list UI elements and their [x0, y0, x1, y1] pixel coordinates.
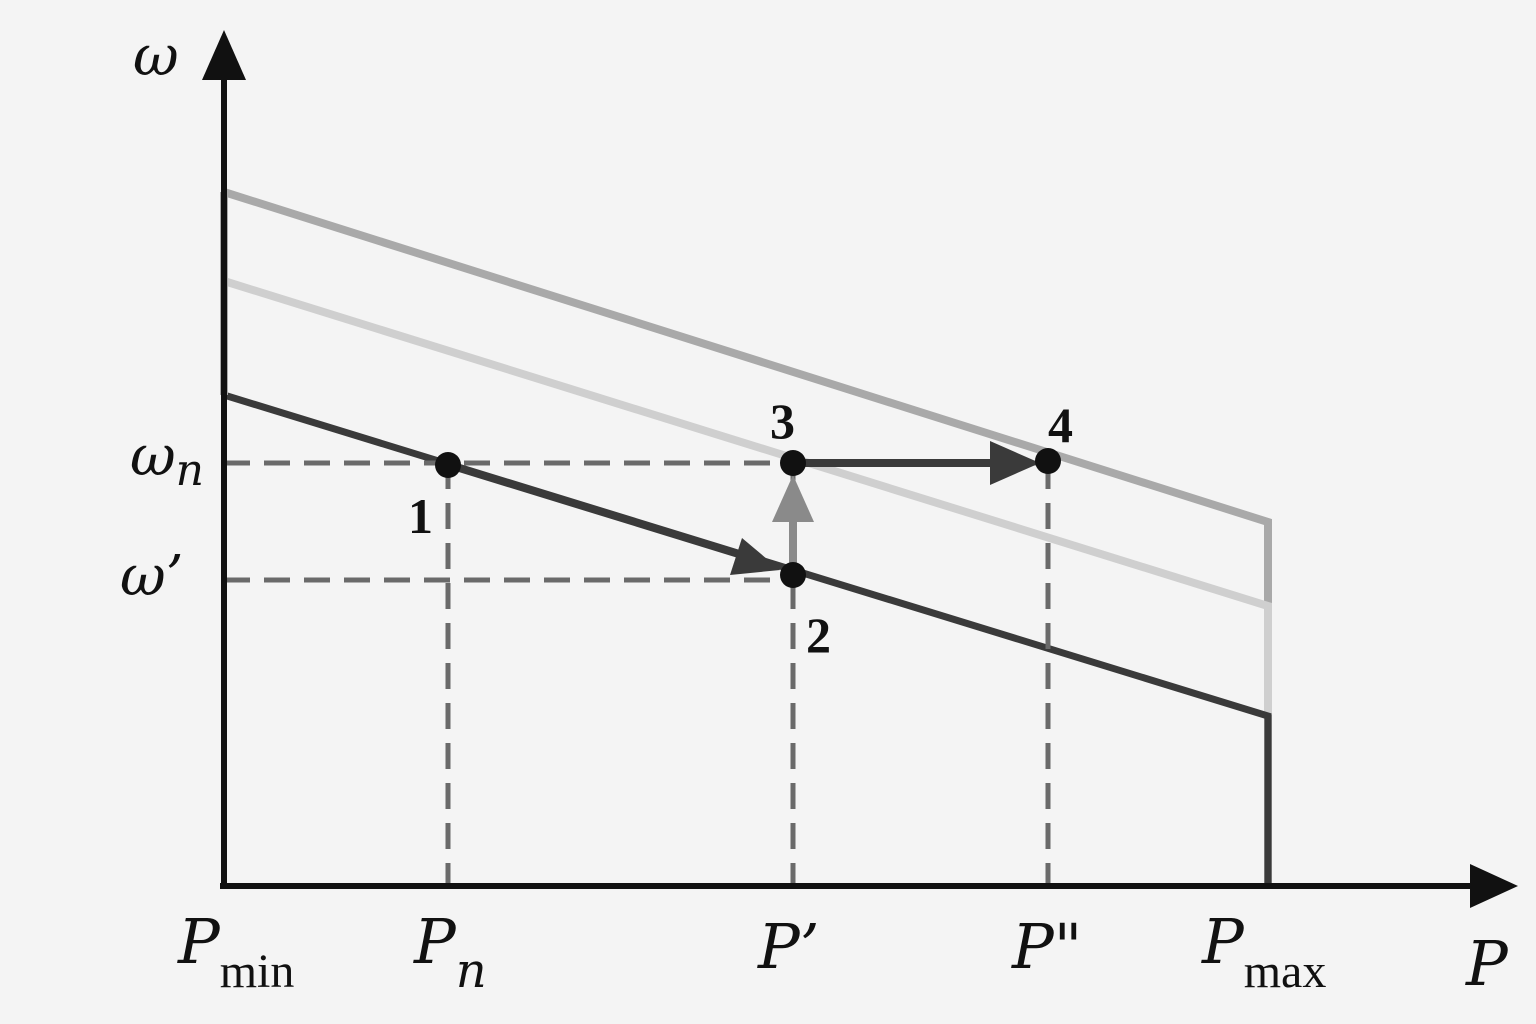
point-3-label: 3: [770, 393, 795, 449]
arrow-3-to-4-head: [990, 441, 1040, 485]
x-axis-arrowhead: [1470, 864, 1518, 908]
middle-characteristic: [222, 277, 1272, 715]
y-axis-arrowhead: [202, 30, 246, 80]
point-2: [780, 562, 806, 588]
x-tick-p-min: Pmin: [177, 905, 294, 998]
point-4-label: 4: [1048, 397, 1073, 453]
point-2-label: 2: [806, 607, 831, 663]
x-tick-p-prime: P’: [757, 910, 819, 983]
point-1: [435, 452, 461, 478]
x-tick-p-double-prime: P": [1011, 910, 1082, 983]
arrow-1-to-2-head: [730, 538, 780, 575]
x-tick-p-max: Pmax: [1201, 905, 1326, 998]
point-3: [780, 450, 806, 476]
arrow-1-to-2-shaft: [446, 461, 752, 562]
y-tick-omega-prime: ω’: [120, 544, 183, 609]
arrow-2-to-3-head: [772, 475, 814, 522]
x-tick-p-n: Pn: [413, 905, 487, 999]
point-4: [1035, 448, 1061, 474]
y-axis-label: ω: [133, 24, 179, 89]
x-axis-label: P: [1465, 927, 1509, 1000]
upper-characteristic: [222, 188, 1272, 886]
point-1-label: 1: [408, 488, 433, 544]
y-tick-omega-n: ωn: [130, 424, 204, 496]
